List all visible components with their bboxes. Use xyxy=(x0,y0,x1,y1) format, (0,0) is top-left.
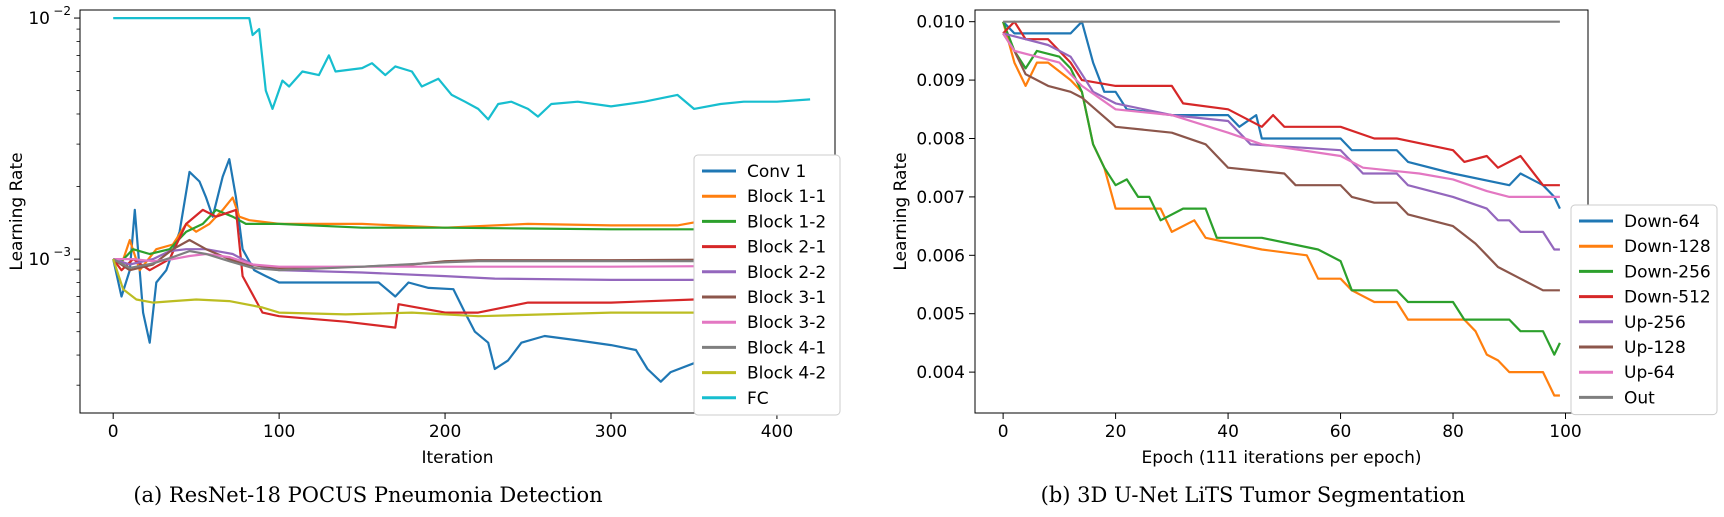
legend-label-block-3-2: Block 3-2 xyxy=(747,313,826,333)
series-line-down-256 xyxy=(1002,21,1561,356)
y-tick-exponent: −2 xyxy=(53,4,71,18)
legend-label-fc: FC xyxy=(747,389,769,409)
x-tick-label: 80 xyxy=(1442,422,1464,442)
series-line-down-512 xyxy=(1002,20,1560,187)
legend-box xyxy=(1570,204,1718,416)
x-tick-label: 20 xyxy=(1105,422,1127,442)
y-tick-label: 0.008 xyxy=(916,129,965,149)
y-axis-label: Learning Rate xyxy=(891,152,911,270)
x-tick-label: 200 xyxy=(429,422,461,442)
legend-label-block-1-2: Block 1-2 xyxy=(747,212,826,232)
y-tick-base: 10 xyxy=(28,9,50,29)
legend: Down-64 Down-128 Down-256 Down-512 Up-256 Up-… xyxy=(1570,204,1718,416)
y-tick-label: 0.006 xyxy=(916,246,965,266)
x-axis-label: Epoch (111 iterations per epoch) xyxy=(1141,448,1421,468)
series-line-block-3-2 xyxy=(113,252,811,268)
legend-label-down-512: Down-512 xyxy=(1624,288,1711,308)
y-axis-label: Learning Rate xyxy=(7,152,27,270)
y-tick-label: 10 −2 xyxy=(28,4,71,29)
legend: Conv 1 Block 1-1 Block 1-2 Block 2-1 Block 2… xyxy=(693,154,841,416)
chart-b: 0 20 40 60 80 100 0.004 0.005 0.006 0.007 0.008 0.0… xyxy=(891,9,1718,468)
caption-b: (b) 3D U-Net LiTS Tumor Segmentation xyxy=(1041,483,1466,507)
series-line-down-128 xyxy=(1002,21,1560,397)
legend-label-down-128: Down-128 xyxy=(1624,237,1711,257)
series-line-block-1-2 xyxy=(112,208,811,263)
legend-label-up-256: Up-256 xyxy=(1624,313,1686,333)
y-tick-label: 0.010 xyxy=(916,13,965,33)
x-axis-label: Iteration xyxy=(421,448,493,468)
x-tick-label: 300 xyxy=(595,422,627,442)
series-line-up-64 xyxy=(1002,32,1560,198)
series-line-block-4-1 xyxy=(112,250,811,272)
caption-a: (a) ResNet-18 POCUS Pneumonia Detection xyxy=(133,483,602,507)
y-tick-exponent: −3 xyxy=(53,245,71,259)
series-group xyxy=(112,17,811,383)
y-tick-label: 0.009 xyxy=(916,71,965,91)
series-group xyxy=(1002,20,1561,397)
legend-label-block-4-1: Block 4-1 xyxy=(747,338,826,358)
series-line-up-256 xyxy=(1002,32,1560,251)
legend-label-up-64: Up-64 xyxy=(1624,363,1675,383)
x-tick-label: 400 xyxy=(761,422,793,442)
x-tick-label: 0 xyxy=(998,422,1009,442)
y-tick-label: 0.007 xyxy=(916,188,965,208)
legend-label-conv-1: Conv 1 xyxy=(747,162,806,182)
x-tick-label: 0 xyxy=(108,422,119,442)
legend-label-block-2-2: Block 2-2 xyxy=(747,263,826,283)
series-line-conv-1 xyxy=(112,158,811,383)
legend-label-up-128: Up-128 xyxy=(1624,338,1686,358)
x-tick-label: 60 xyxy=(1330,422,1352,442)
legend-label-block-1-1: Block 1-1 xyxy=(747,187,826,207)
series-line-block-2-1 xyxy=(112,208,811,329)
series-line-block-4-2 xyxy=(112,258,811,318)
legend-label-down-64: Down-64 xyxy=(1624,212,1700,232)
x-tick-label: 100 xyxy=(263,422,295,442)
legend-label-down-256: Down-256 xyxy=(1624,262,1711,282)
y-tick-label: 10 −3 xyxy=(28,245,71,270)
x-tick-label: 40 xyxy=(1217,422,1239,442)
series-line-fc xyxy=(113,17,811,121)
legend-label-block-3-1: Block 3-1 xyxy=(747,288,826,308)
series-line-down-64 xyxy=(1002,20,1561,210)
y-tick-label: 0.005 xyxy=(916,305,965,325)
legend-label-block-2-1: Block 2-1 xyxy=(747,238,826,258)
series-line-up-128 xyxy=(1002,32,1560,292)
x-tick-label: 100 xyxy=(1549,422,1581,442)
legend-label-block-4-2: Block 4-2 xyxy=(747,364,826,384)
y-tick-base: 10 xyxy=(28,250,50,270)
legend-label-out: Out xyxy=(1624,388,1655,408)
y-tick-label: 0.004 xyxy=(916,363,965,383)
